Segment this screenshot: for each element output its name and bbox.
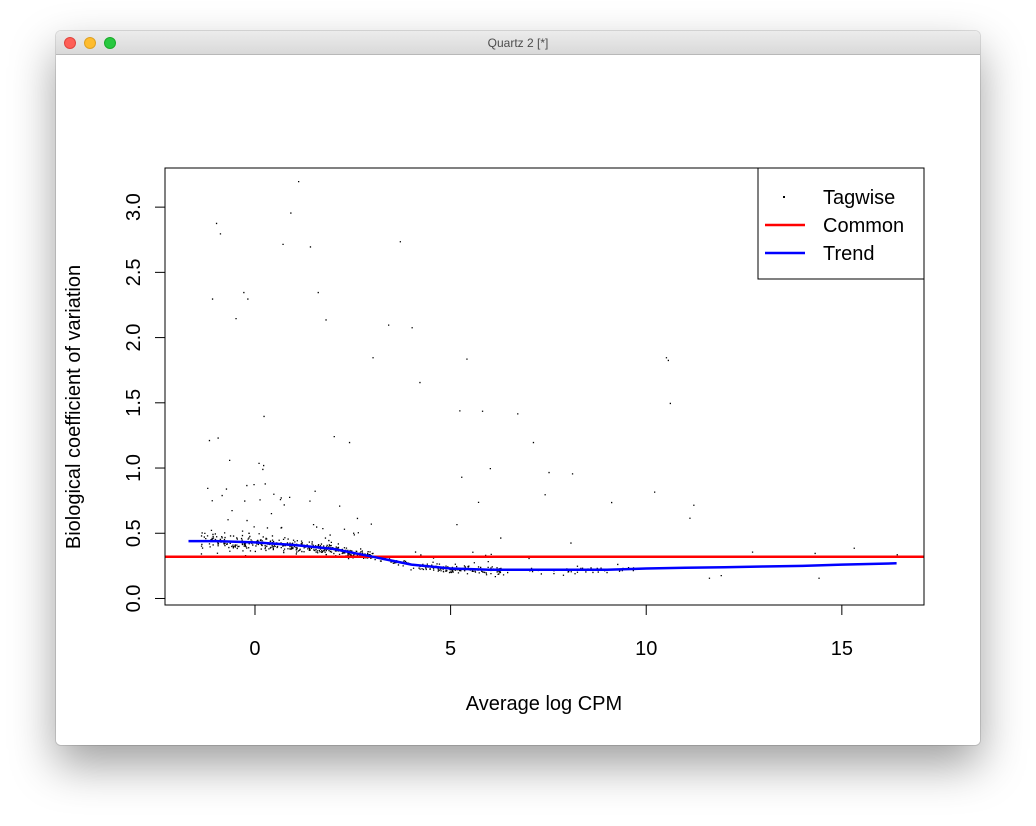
legend-entry-trend: Trend bbox=[823, 243, 875, 265]
x-tick-label: 10 bbox=[635, 638, 657, 660]
legend-entry-common: Common bbox=[823, 215, 904, 237]
legend: Tagwise Common Trend bbox=[757, 167, 925, 280]
legend-box bbox=[757, 167, 925, 280]
bcv-chart: 0 5 10 15 0.0 0.5 1.0 1.5 2.0 2.5 3.0 Average log… bbox=[56, 55, 980, 745]
x-tick-label: 5 bbox=[445, 638, 456, 660]
y-tick-label: 0.5 bbox=[123, 519, 145, 547]
legend-tagwise-symbol bbox=[783, 196, 785, 198]
x-tick-label: 15 bbox=[831, 638, 853, 660]
quartz-window: Quartz 2 [*] 0 5 10 15 0.0 0.5 1.0 1.5 2.0 2.5 3.… bbox=[56, 31, 980, 745]
trend-line bbox=[188, 539, 897, 572]
plot-area: 0 5 10 15 0.0 0.5 1.0 1.5 2.0 2.5 3.0 Average log… bbox=[56, 55, 980, 745]
x-tick-label: 0 bbox=[249, 638, 260, 660]
close-button[interactable] bbox=[64, 37, 76, 49]
y-tick-label: 2.0 bbox=[123, 324, 145, 352]
x-axis: 0 5 10 15 bbox=[249, 604, 853, 660]
window-title: Quartz 2 [*] bbox=[487, 36, 549, 50]
y-tick-label: 2.5 bbox=[123, 258, 145, 286]
y-axis: 0.0 0.5 1.0 1.5 2.0 2.5 3.0 bbox=[123, 193, 165, 612]
minimize-button[interactable] bbox=[84, 37, 96, 49]
y-tick-label: 1.5 bbox=[123, 389, 145, 417]
x-axis-label: Average log CPM bbox=[466, 693, 622, 715]
y-tick-label: 3.0 bbox=[123, 193, 145, 221]
y-tick-label: 0.0 bbox=[123, 585, 145, 613]
zoom-button[interactable] bbox=[104, 37, 116, 49]
legend-entry-tagwise: Tagwise bbox=[823, 187, 895, 209]
title-bar[interactable]: Quartz 2 [*] bbox=[56, 31, 980, 55]
y-axis-label: Biological coefficient of variation bbox=[63, 265, 85, 549]
y-tick-label: 1.0 bbox=[123, 454, 145, 482]
